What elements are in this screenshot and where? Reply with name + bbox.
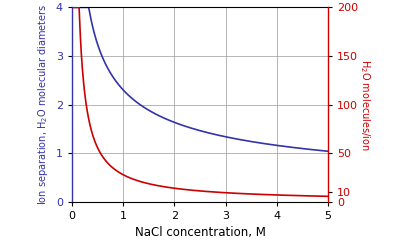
Y-axis label: H$_2$O molecules/ion: H$_2$O molecules/ion [358,59,372,150]
X-axis label: NaCl concentration, M: NaCl concentration, M [134,226,266,239]
Y-axis label: Ion separation, H$_2$O molecular diameters: Ion separation, H$_2$O molecular diamete… [36,4,50,205]
